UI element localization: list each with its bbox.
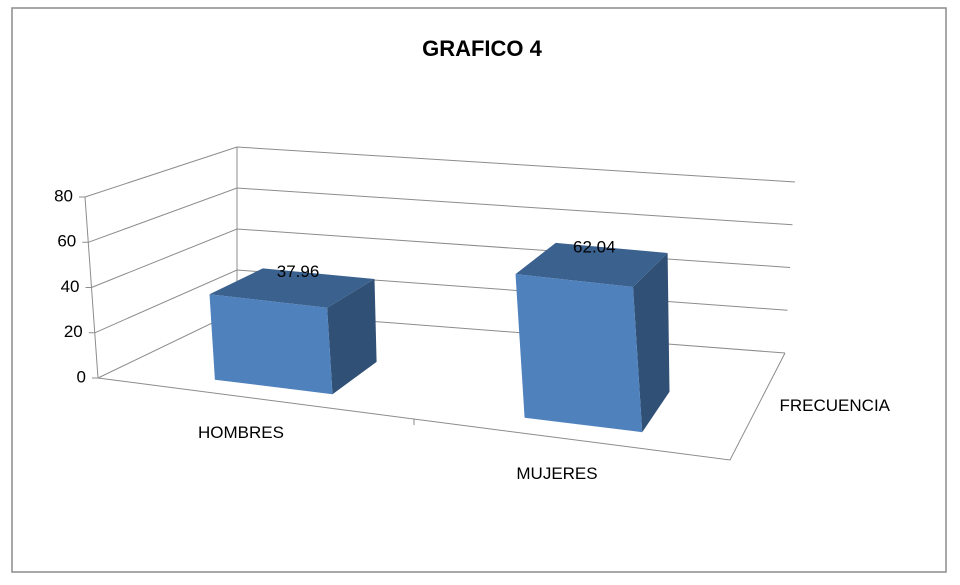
bar-front: [209, 294, 333, 395]
data-label: 62.04: [573, 238, 616, 257]
y-tick-label: 40: [61, 277, 80, 296]
bar-top: [515, 242, 668, 287]
bar-top: [209, 268, 375, 308]
grid-line: [88, 187, 793, 243]
y-tick-label: 60: [57, 232, 76, 251]
plot-area: 0 20 40 60 80 37.96 62.04 HOMBRES MUJERES FRECUEN…: [54, 146, 891, 483]
x-tick-label: MUJERES: [516, 464, 597, 483]
chart-title: GRAFICO 4: [422, 36, 543, 61]
y-tick-label: 80: [54, 186, 73, 205]
x-tick-label: HOMBRES: [198, 423, 284, 442]
chart-frame: [11, 7, 947, 573]
y-tick-label: 0: [77, 367, 86, 386]
bar: [515, 242, 670, 433]
grid-line: [84, 146, 796, 198]
data-label: 37.96: [277, 262, 320, 281]
bar-front: [515, 274, 643, 433]
bar-side: [327, 279, 377, 395]
bar: [209, 268, 377, 395]
series-label: FRECUENCIA: [780, 396, 891, 415]
bar-side: [633, 253, 670, 433]
y-tick-label: 20: [64, 322, 83, 341]
floor-edge: [97, 352, 786, 461]
